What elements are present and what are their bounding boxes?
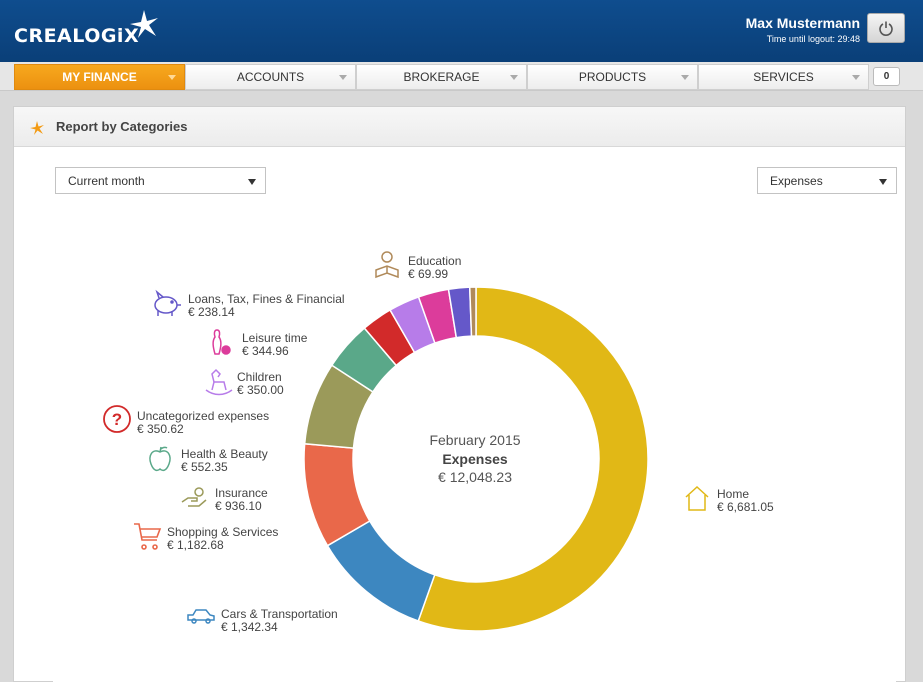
center-month: February 2015 — [429, 432, 520, 448]
type-select[interactable]: Expenses — [757, 167, 897, 194]
dropdown-arrow-icon — [248, 179, 256, 185]
legend-value: € 344.96 — [242, 344, 289, 358]
legend-value: € 6,681.05 — [717, 500, 774, 514]
legend-label: Loans, Tax, Fines & Financial — [188, 292, 345, 306]
legend-label: Children — [237, 370, 282, 384]
tab-accounts[interactable]: ACCOUNTS — [185, 64, 356, 90]
question-icon: ? — [103, 405, 131, 433]
legend-insurance[interactable]: Insurance € 936.10 — [181, 486, 268, 513]
legend-label: Home — [717, 487, 749, 501]
tab-products[interactable]: PRODUCTS — [527, 64, 698, 90]
rocking-horse-icon — [205, 368, 233, 396]
legend-leisure[interactable]: Leisure time € 344.96 — [212, 329, 308, 358]
reader-icon — [375, 251, 399, 279]
slice-education[interactable] — [468, 286, 477, 337]
tab-brokerage[interactable]: BROKERAGE — [356, 64, 527, 90]
tab-label: BROKERAGE — [403, 70, 480, 84]
legend-uncategorized[interactable]: ? Uncategorized expenses € 350.62 — [103, 405, 269, 436]
piggy-bank-icon — [154, 289, 181, 316]
bowling-icon — [212, 329, 231, 355]
tab-services[interactable]: SERVICES — [698, 64, 869, 90]
tab-label: MY FINANCE — [62, 70, 137, 84]
legend-education[interactable]: Education € 69.99 — [375, 251, 461, 281]
legend-value: € 350.00 — [237, 383, 284, 397]
panel-title: Report by Categories — [56, 119, 188, 134]
period-select-value: Current month — [68, 173, 145, 188]
legend-label: Education — [408, 254, 461, 268]
legend-value: € 69.99 — [408, 267, 448, 281]
chevron-down-icon — [339, 75, 347, 80]
legend-value: € 552.35 — [181, 460, 228, 474]
legend-label: Insurance — [215, 486, 268, 500]
legend-value: € 238.14 — [188, 305, 235, 319]
legend-home[interactable]: Home € 6,681.05 — [685, 485, 774, 514]
chevron-down-icon — [852, 75, 860, 80]
legend-label: Uncategorized expenses — [137, 409, 269, 423]
chevron-down-icon — [681, 75, 689, 80]
legend-label: Shopping & Services — [167, 525, 278, 539]
user-info: Max Mustermann Time until logout: 29:48 — [746, 15, 860, 44]
period-select[interactable]: Current month — [55, 167, 266, 194]
legend-health[interactable]: Health & Beauty € 552.35 — [149, 446, 268, 474]
svg-text:?: ? — [112, 410, 122, 429]
user-name: Max Mustermann — [745, 15, 860, 31]
hand-coin-icon — [181, 487, 207, 507]
house-icon — [685, 485, 709, 511]
legend-cars[interactable]: Cars & Transportation € 1,342.34 — [187, 607, 338, 634]
legend-value: € 1,182.68 — [167, 538, 224, 552]
legend-children[interactable]: Children € 350.00 — [205, 368, 284, 397]
logo-star-icon — [130, 10, 158, 38]
logo: CREALOGiX — [14, 25, 140, 47]
logout-button[interactable] — [867, 13, 905, 43]
legend-value: € 1,342.34 — [221, 620, 278, 634]
legend-label: Cars & Transportation — [221, 607, 338, 621]
logout-timer: Time until logout: 29:48 — [766, 34, 860, 44]
slice-home[interactable] — [417, 286, 649, 632]
chevron-down-icon — [510, 75, 518, 80]
legend-label: Health & Beauty — [181, 447, 268, 461]
legend-shopping[interactable]: Shopping & Services € 1,182.68 — [134, 523, 278, 552]
chevron-down-icon — [168, 75, 176, 80]
apple-icon — [149, 446, 171, 472]
center-total: € 12,048.23 — [438, 469, 512, 485]
car-icon — [187, 609, 215, 624]
main-nav: MY FINANCE ACCOUNTS BROKERAGE PRODUCTS S… — [0, 62, 923, 91]
power-icon — [879, 21, 893, 36]
tab-label: PRODUCTS — [578, 70, 647, 84]
center-type: Expenses — [442, 451, 508, 467]
panel-header: Report by Categories — [14, 107, 905, 147]
tab-label: ACCOUNTS — [236, 70, 305, 84]
legend-label: Leisure time — [242, 331, 308, 345]
cart-icon — [134, 523, 162, 550]
dropdown-arrow-icon — [879, 179, 887, 185]
tab-my-finance[interactable]: MY FINANCE — [14, 64, 185, 90]
app-header: CREALOGiX Max Mustermann Time until logo… — [0, 0, 923, 62]
legend-value: € 350.62 — [137, 422, 184, 436]
notification-badge[interactable]: 0 — [873, 67, 900, 86]
star-icon — [30, 121, 44, 135]
tab-label: SERVICES — [753, 70, 814, 84]
legend-value: € 936.10 — [215, 499, 262, 513]
type-select-value: Expenses — [770, 173, 823, 188]
chart-slices — [303, 286, 649, 632]
legend-loans[interactable]: Loans, Tax, Fines & Financial € 238.14 — [154, 289, 345, 319]
